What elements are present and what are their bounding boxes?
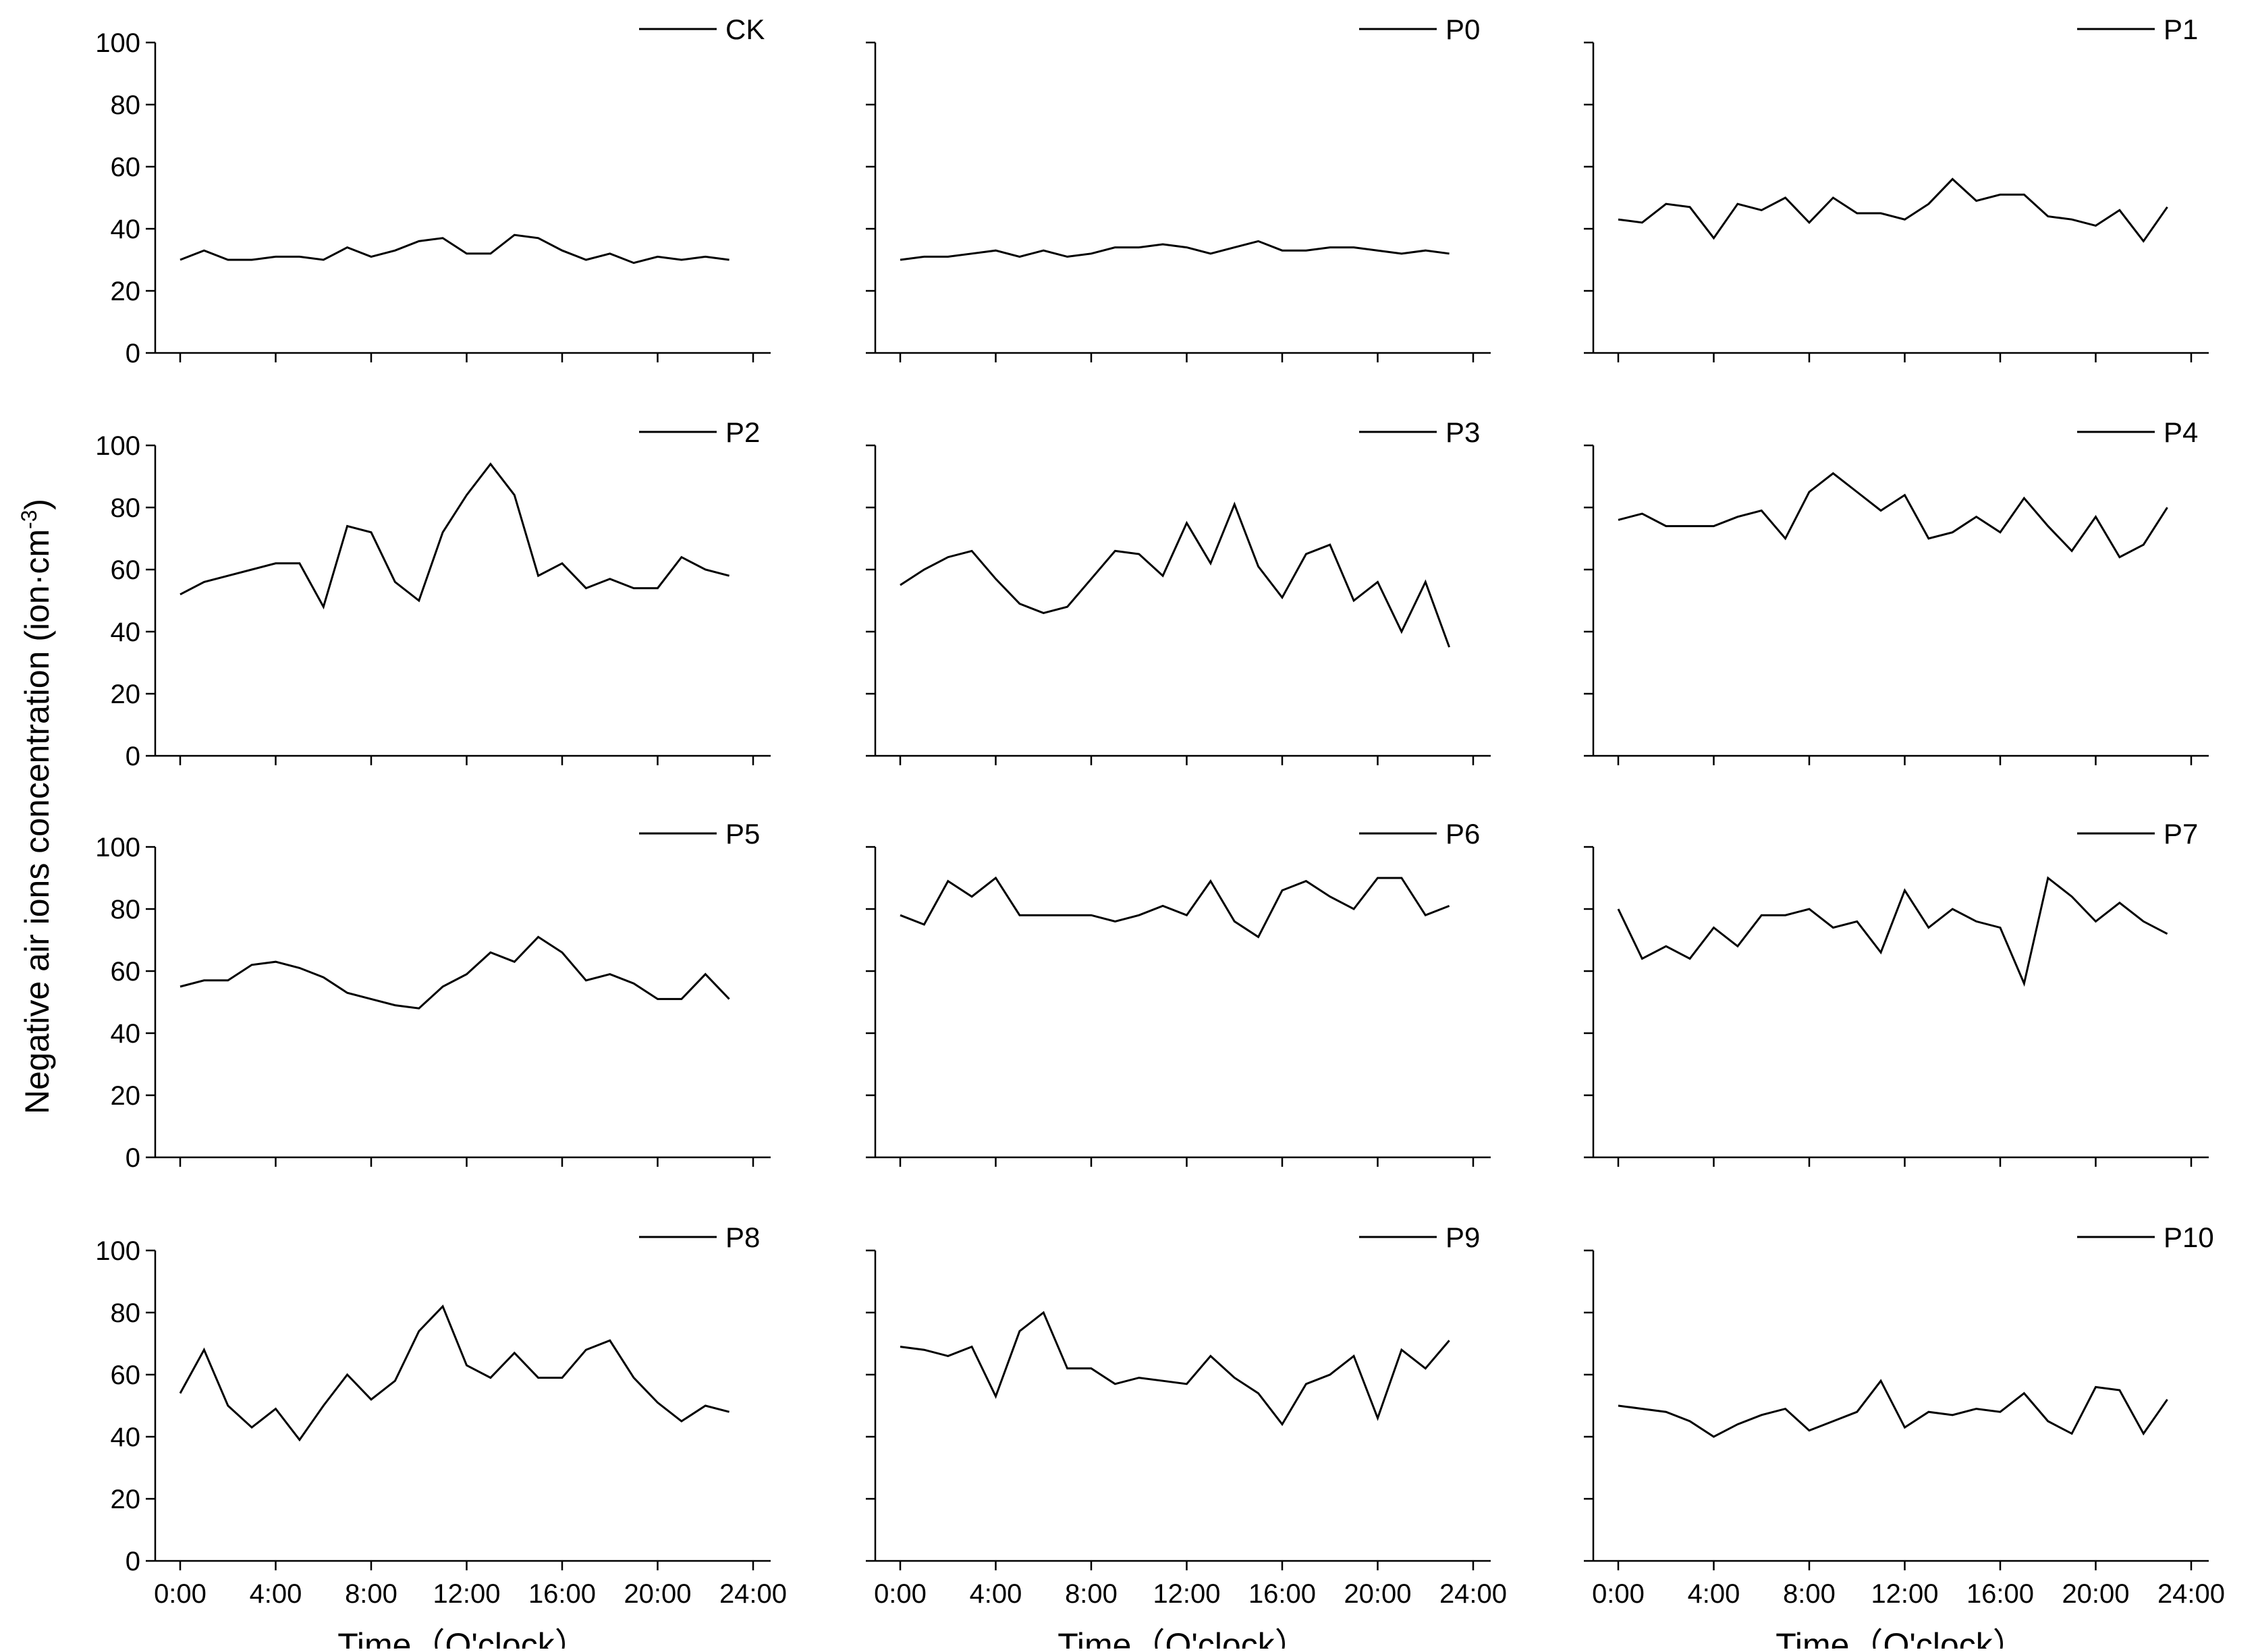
x-tick-label: 16:00 (1966, 1579, 2034, 1609)
y-axis-label: Negative air ions concentration (ion·cm-… (17, 499, 56, 1114)
series-line-p4 (1618, 473, 2168, 557)
y-tick-label: 80 (111, 493, 141, 523)
legend-label-p2: P2 (725, 416, 760, 448)
y-tick-label: 20 (111, 1485, 141, 1514)
series-line-p0 (900, 241, 1450, 260)
y-tick-label: 60 (111, 1360, 141, 1390)
series-line-p6 (900, 878, 1450, 937)
y-tick-label: 0 (126, 339, 140, 368)
legend-label-p0: P0 (1445, 13, 1480, 45)
series-line-p7 (1618, 878, 2168, 983)
legend-label-p3: P3 (1445, 416, 1480, 448)
series-line-p9 (900, 1313, 1450, 1425)
y-tick-label: 100 (95, 431, 140, 461)
x-tick-label: 12:00 (1871, 1579, 1938, 1609)
panel-p3: P3 (866, 416, 1491, 765)
x-tick-label: 8:00 (1783, 1579, 1836, 1609)
series-line-ck (180, 235, 729, 263)
legend-label-p8: P8 (725, 1221, 760, 1253)
x-tick-label: 0:00 (874, 1579, 927, 1609)
y-tick-label: 100 (95, 1236, 140, 1266)
y-tick-label: 20 (111, 277, 141, 306)
x-tick-label: 0:00 (154, 1579, 206, 1609)
panel-p2: 0 20 40 60 80 100 P2 (95, 416, 771, 771)
x-tick-label: 4:00 (970, 1579, 1022, 1609)
panel-p1: P1 (1584, 13, 2209, 362)
y-tick-label: 80 (111, 90, 141, 120)
series-line-p1 (1618, 179, 2168, 241)
legend-label-p1: P1 (2164, 13, 2198, 45)
panel-p5: 0 20 40 60 80 100 P5 (95, 818, 771, 1173)
x-tick-label: 24:00 (1439, 1579, 1507, 1609)
y-tick-label: 0 (126, 1143, 140, 1173)
legend-label-p9: P9 (1445, 1221, 1480, 1253)
x-tick-label: 16:00 (1248, 1579, 1316, 1609)
y-tick-label: 0 (126, 1547, 140, 1576)
x-tick-label: 12:00 (1153, 1579, 1220, 1609)
panel-p8: 0 20 40 60 80 100 0:00 4:00 8:00 12:00 16:00 20:00 2… (95, 1221, 787, 1649)
series-line-p2 (180, 464, 729, 607)
x-axis-label: Time（O'clock） (1057, 1626, 1309, 1649)
series-line-p8 (180, 1306, 729, 1440)
x-tick-label: 0:00 (1592, 1579, 1645, 1609)
y-tick-label: 40 (111, 1423, 141, 1452)
y-tick-label: 40 (111, 1019, 141, 1049)
x-tick-label: 4:00 (250, 1579, 302, 1609)
y-tick-label: 80 (111, 1298, 141, 1328)
labels-layer: Negative air ions concentration (ion·cm-… (17, 499, 56, 1114)
x-tick-label: 20:00 (2062, 1579, 2129, 1609)
y-tick-label: 20 (111, 1081, 141, 1111)
panel-p6: P6 (866, 818, 1491, 1167)
y-tick-label: 100 (95, 833, 140, 862)
x-tick-label: 4:00 (1688, 1579, 1740, 1609)
series-line-p10 (1618, 1381, 2168, 1437)
x-tick-label: 16:00 (528, 1579, 596, 1609)
y-tick-label: 80 (111, 895, 141, 925)
series-line-p3 (900, 504, 1450, 647)
panel-p10: 0:00 4:00 8:00 12:00 16:00 20:00 24:00 P10 Time（… (1584, 1221, 2225, 1649)
panel-p4: P4 (1584, 416, 2209, 765)
series-line-p5 (180, 937, 729, 1008)
y-tick-label: 60 (111, 957, 141, 987)
x-tick-label: 20:00 (624, 1579, 691, 1609)
legend-label-p4: P4 (2164, 416, 2198, 448)
legend-label-ck: CK (725, 13, 765, 45)
x-tick-label: 24:00 (2157, 1579, 2225, 1609)
y-tick-label: 40 (111, 617, 141, 647)
y-tick-label: 60 (111, 153, 141, 182)
panel-p0: P0 (866, 13, 1491, 362)
legend-label-p5: P5 (725, 818, 760, 850)
legend-label-p7: P7 (2164, 818, 2198, 850)
x-tick-label: 12:00 (433, 1579, 500, 1609)
panel-p7: P7 (1584, 818, 2209, 1167)
y-tick-label: 100 (95, 28, 140, 58)
x-tick-label: 24:00 (719, 1579, 787, 1609)
x-tick-label: 20:00 (1344, 1579, 1411, 1609)
y-tick-label: 40 (111, 215, 141, 244)
y-tick-label: 20 (111, 680, 141, 709)
panel-ck: 0 20 40 60 80 100 CK (95, 13, 771, 368)
x-axis-label: Time（O'clock） (1775, 1626, 2027, 1649)
x-axis-label: Time（O'clock） (337, 1626, 588, 1649)
legend-label-p6: P6 (1445, 818, 1480, 850)
panel-p9: 0:00 4:00 8:00 12:00 16:00 20:00 24:00 P9 Time（O… (866, 1221, 1507, 1649)
y-tick-label: 0 (126, 742, 140, 771)
x-tick-label: 8:00 (345, 1579, 397, 1609)
y-tick-label: 60 (111, 555, 141, 585)
x-tick-label: 8:00 (1065, 1579, 1118, 1609)
legend-label-p10: P10 (2164, 1221, 2214, 1253)
